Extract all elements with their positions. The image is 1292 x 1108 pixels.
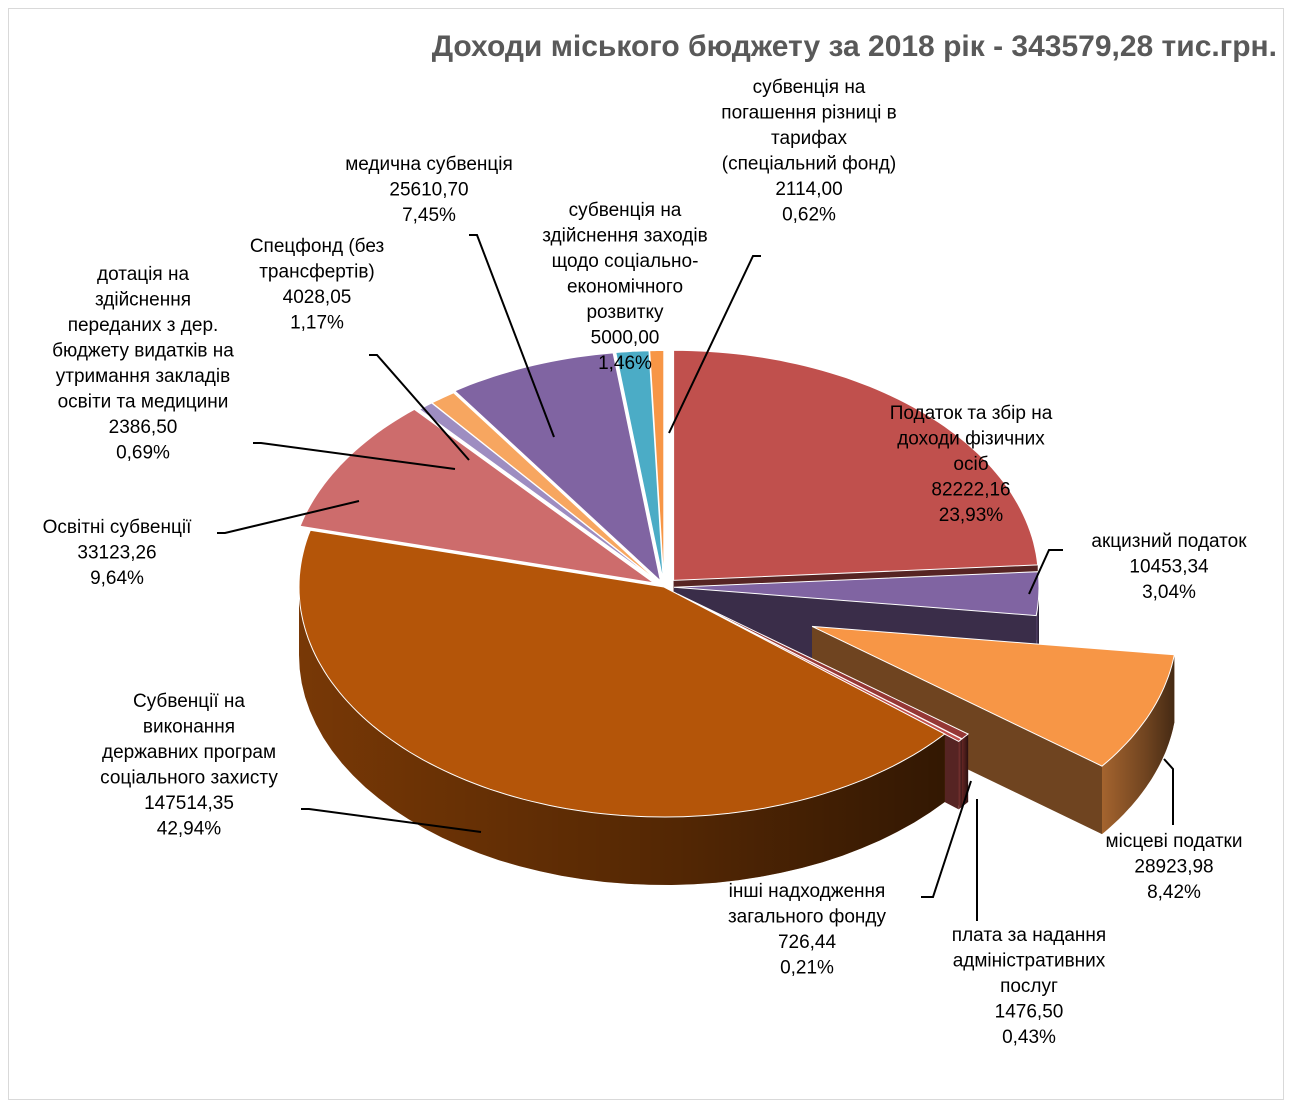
slice-label-line: Спецфонд (без [250,236,384,257]
pie-slice [649,350,665,581]
slices-layer [298,349,1175,885]
slice-label: плата за надання адміністративних послуг 14… [952,925,1106,1048]
data-labels: Податок та збір на доходи фізичних осіб 822… [43,77,1248,1048]
slice-side-shade [962,734,969,807]
leader-line [369,354,470,461]
chart-title: Доходи міського бюджету за 2018 рік - 34… [432,30,1277,63]
leader-line [469,234,555,438]
slice-label: інші надходження загального фонду 726,44 0,… [728,881,887,979]
pie-slice [811,625,1175,767]
slice-percent: 23,93% [939,505,1004,526]
slice-percent: 8,42% [1147,882,1201,903]
slice-label-line: субвенція на [569,200,682,221]
slice-label-line: субвенція на [753,77,866,98]
slice-value: 726,44 [778,932,837,953]
slice-side-shade [299,587,945,885]
slice-label: Спецфонд (без трансфертів) 4028,05 1,17% [250,236,384,334]
slice-side-shade [1102,654,1175,835]
slice-label-line: утримання закладів [56,366,230,387]
slice-label: Освітні субвенції 33123,26 9,64% [43,517,192,589]
pie-slice [677,593,970,740]
slice-label-line: здійснення заходів [542,226,707,247]
slice-value: 10453,34 [1129,557,1209,578]
slice-value: 33123,26 [77,543,156,564]
slice-percent: 1,17% [290,313,344,334]
slice-label-line: освіти та медицини [58,392,229,413]
slice-value: 25610,70 [389,180,468,201]
slice-label-line: (спеціальний фонд) [722,154,896,175]
slice-label-line: загального фонду [728,907,887,928]
slice-label: місцеві податки 28923,98 8,42% [1106,831,1243,903]
slice-percent: 0,21% [780,958,834,979]
leader-line [217,500,360,534]
slice-percent: 9,64% [90,568,144,589]
pie-slice [431,392,660,584]
slice-percent: 7,45% [402,205,456,226]
slice-label-line: Податок та збір на [890,403,1053,424]
slice-value: 4028,05 [283,287,352,308]
slice-side-shade [958,739,962,810]
slice-label-line: дотація на [97,264,189,285]
slice-label-line: акцизний податок [1091,531,1247,552]
slice-label: Субвенції на виконання державних програм со… [100,691,278,840]
slice-label-line: доходи фізичних [897,429,1045,450]
leader-lines [217,234,1174,921]
slice-label-line: плата за надання [952,925,1106,946]
slice-percent: 0,62% [782,205,836,226]
pie-slice [453,352,662,583]
slice-label-line: здійснення [95,290,191,311]
leader-line [1163,758,1174,825]
pie-slice [299,408,655,584]
slice-percent: 3,04% [1142,582,1196,603]
slice-label-line: трансфертів) [259,262,375,283]
slice-label-line: інші надходження [729,881,886,902]
pie-slice [418,402,660,584]
slice-label-line: виконання [143,717,235,738]
slice-value: 82222,16 [931,480,1010,501]
slice-label-line: місцеві податки [1106,831,1243,852]
slice-label-line: послуг [1000,976,1058,997]
chart-frame: Доходи міського бюджету за 2018 рік - 34… [8,8,1284,1100]
slice-value: 28923,98 [1134,857,1213,878]
slice-label-line: Субвенції на [133,691,245,712]
slice-label-line: осіб [953,454,988,475]
slice-label-line: медична субвенція [345,154,513,175]
leader-line [921,780,972,898]
slice-label: дотація на здійснення переданих з дер. бюдж… [52,264,234,464]
slice-label: субвенція на погашення різниці в тарифах (с… [721,77,896,226]
leader-line [301,808,482,833]
pie-slice [615,350,664,581]
slice-label-line: щодо соціально- [552,251,699,272]
slice-label-line: тарифах [771,128,847,149]
slice-label-line: Освітні субвенції [43,517,192,538]
slice-value: 1476,50 [995,1002,1064,1023]
leader-line [668,255,761,434]
slice-value: 147514,35 [144,793,234,814]
slice-percent: 0,69% [116,443,170,464]
slice-percent: 0,43% [1002,1027,1056,1048]
slice-label-line: бюджету видатків на [52,341,234,362]
slice-label-line: погашення різниці в [721,103,896,124]
slice-percent: 1,46% [598,353,652,374]
slice-label-line: адміністративних [953,951,1106,972]
slice-label-line: соціального захисту [100,768,278,789]
slice-label-line: переданих з дер. [68,315,219,336]
pie-chart: Доходи міського бюджету за 2018 рік - 34… [43,30,1277,1048]
slice-label: субвенція на здійснення заходів щодо соціа… [542,200,707,374]
leader-line [253,442,456,470]
leader-line [1028,549,1063,595]
slice-value: 2114,00 [775,179,842,200]
slice-value: 5000,00 [591,328,660,349]
slice-label: акцизний податок 10453,34 3,04% [1091,531,1247,603]
slice-value: 2386,50 [109,417,178,438]
pie-slice [298,529,946,818]
slice-label-line: державних програм [102,742,276,763]
slice-label-line: економічного [567,277,683,298]
slice-percent: 42,94% [157,819,222,840]
slice-label: Податок та збір на доходи фізичних осіб 822… [890,403,1053,526]
slice-label: медична субвенція 25610,70 7,45% [345,154,513,226]
pie-slice [673,349,1039,581]
slice-label-line: розвитку [586,302,664,323]
